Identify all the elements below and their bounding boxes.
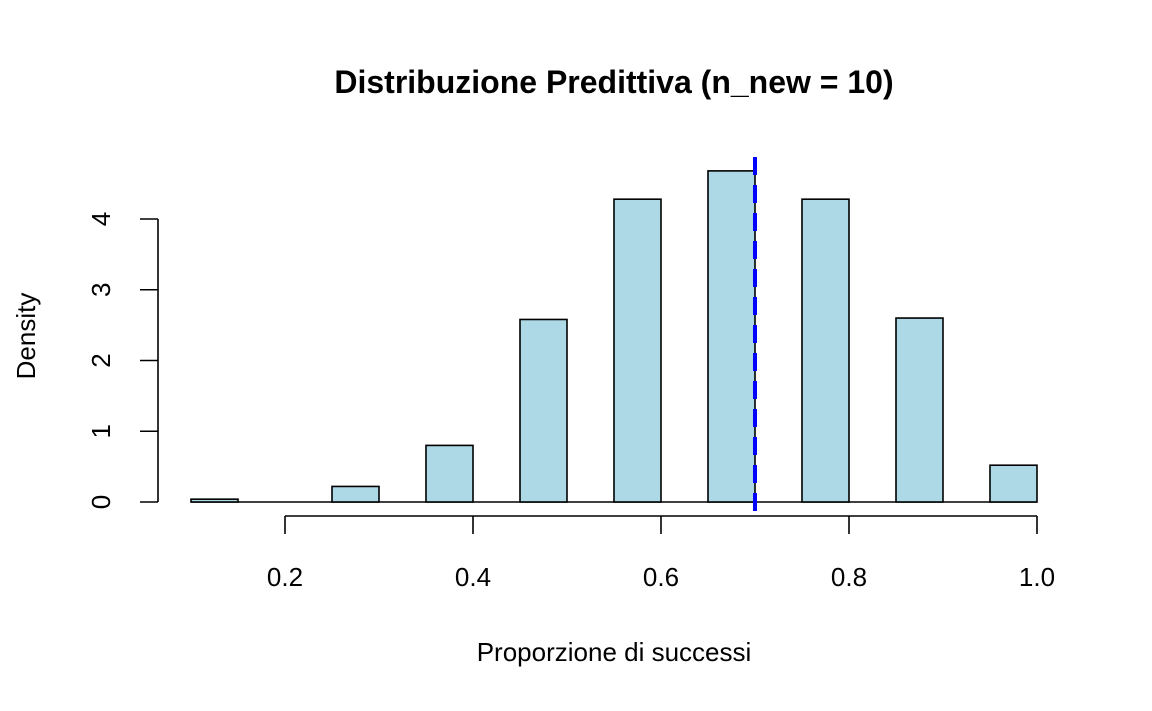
histogram-bar [707,170,756,503]
x-tick-label: 0.8 [831,562,867,592]
histogram-bar [989,464,1038,503]
histogram-bar [613,198,662,503]
y-tick-label: 0 [86,495,116,509]
chart-title: Distribuzione Predittiva (n_new = 10) [334,64,893,100]
x-tick-label: 1.0 [1019,562,1055,592]
y-tick-label: 2 [86,353,116,367]
y-tick-label: 1 [86,424,116,438]
y-axis: 0 1 2 3 4 [86,212,159,509]
x-axis-label: Proporzione di successi [477,637,752,667]
histogram-bar [425,444,474,503]
x-tick-label: 0.6 [643,562,679,592]
histogram-bar [519,318,568,503]
y-axis-label: Density [11,293,41,380]
histogram-bar [190,498,239,503]
y-tick-label: 3 [86,283,116,297]
x-tick-label: 0.4 [455,562,491,592]
x-tick-label: 0.2 [267,562,303,592]
y-tick-label: 4 [86,212,116,226]
x-axis: 0.2 0.4 0.6 0.8 1.0 [267,515,1055,592]
histogram-bar [895,317,944,503]
bars-group [190,170,1038,503]
histogram-bar [801,198,850,503]
histogram-bar [331,485,380,503]
